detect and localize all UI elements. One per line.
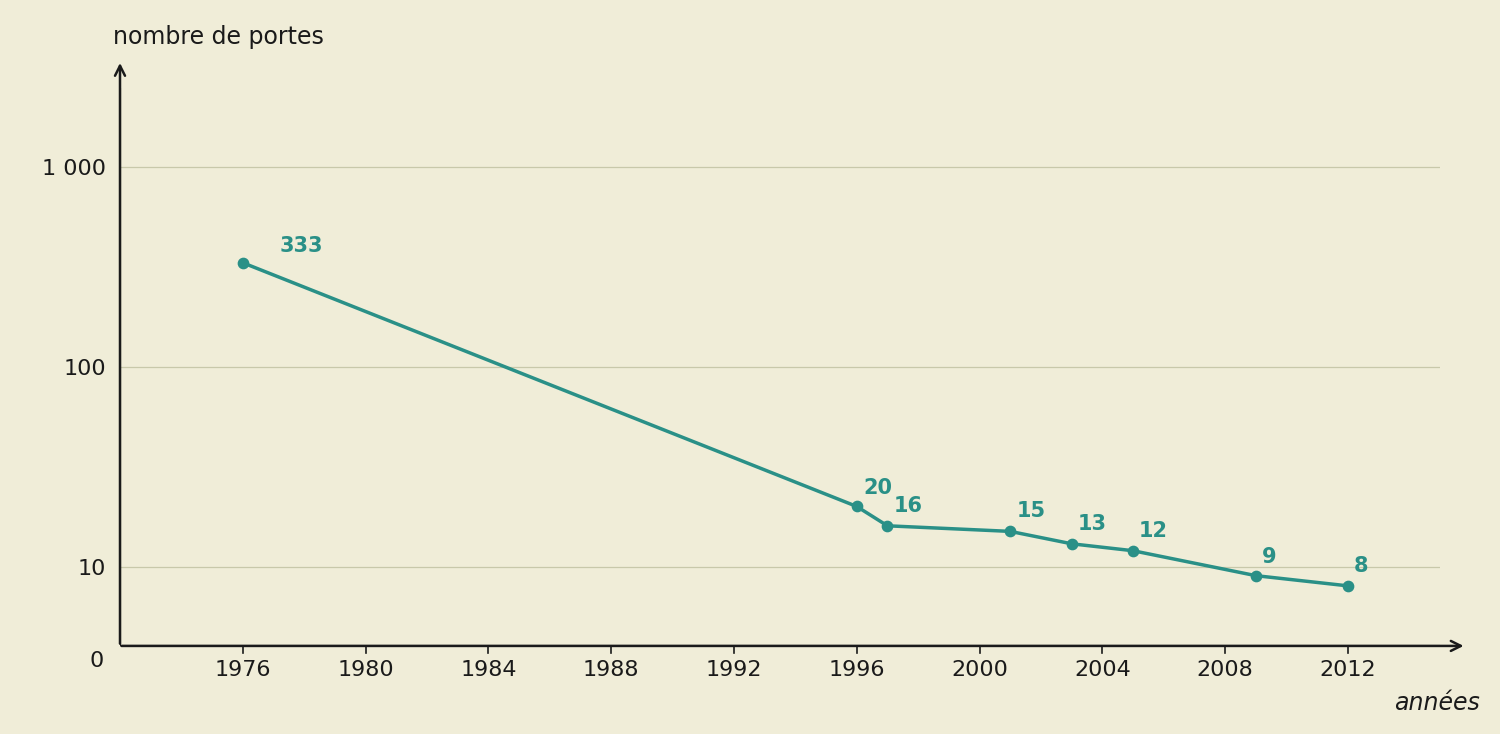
Point bbox=[844, 501, 868, 512]
Text: 20: 20 bbox=[862, 479, 892, 498]
Point bbox=[1244, 570, 1268, 581]
Text: nombre de portes: nombre de portes bbox=[114, 25, 324, 49]
Text: 16: 16 bbox=[894, 495, 922, 515]
Text: 9: 9 bbox=[1262, 547, 1276, 567]
Text: 0: 0 bbox=[90, 652, 104, 672]
Text: 15: 15 bbox=[1017, 501, 1046, 520]
Text: 333: 333 bbox=[279, 236, 322, 256]
Text: 8: 8 bbox=[1354, 556, 1368, 575]
Text: années: années bbox=[1394, 691, 1479, 714]
Text: 12: 12 bbox=[1138, 520, 1168, 540]
Point bbox=[1059, 538, 1083, 550]
Point bbox=[998, 526, 1022, 537]
Point bbox=[231, 257, 255, 269]
Point bbox=[1120, 545, 1144, 556]
Point bbox=[876, 520, 900, 531]
Text: 13: 13 bbox=[1078, 515, 1107, 534]
Point bbox=[1336, 580, 1360, 592]
